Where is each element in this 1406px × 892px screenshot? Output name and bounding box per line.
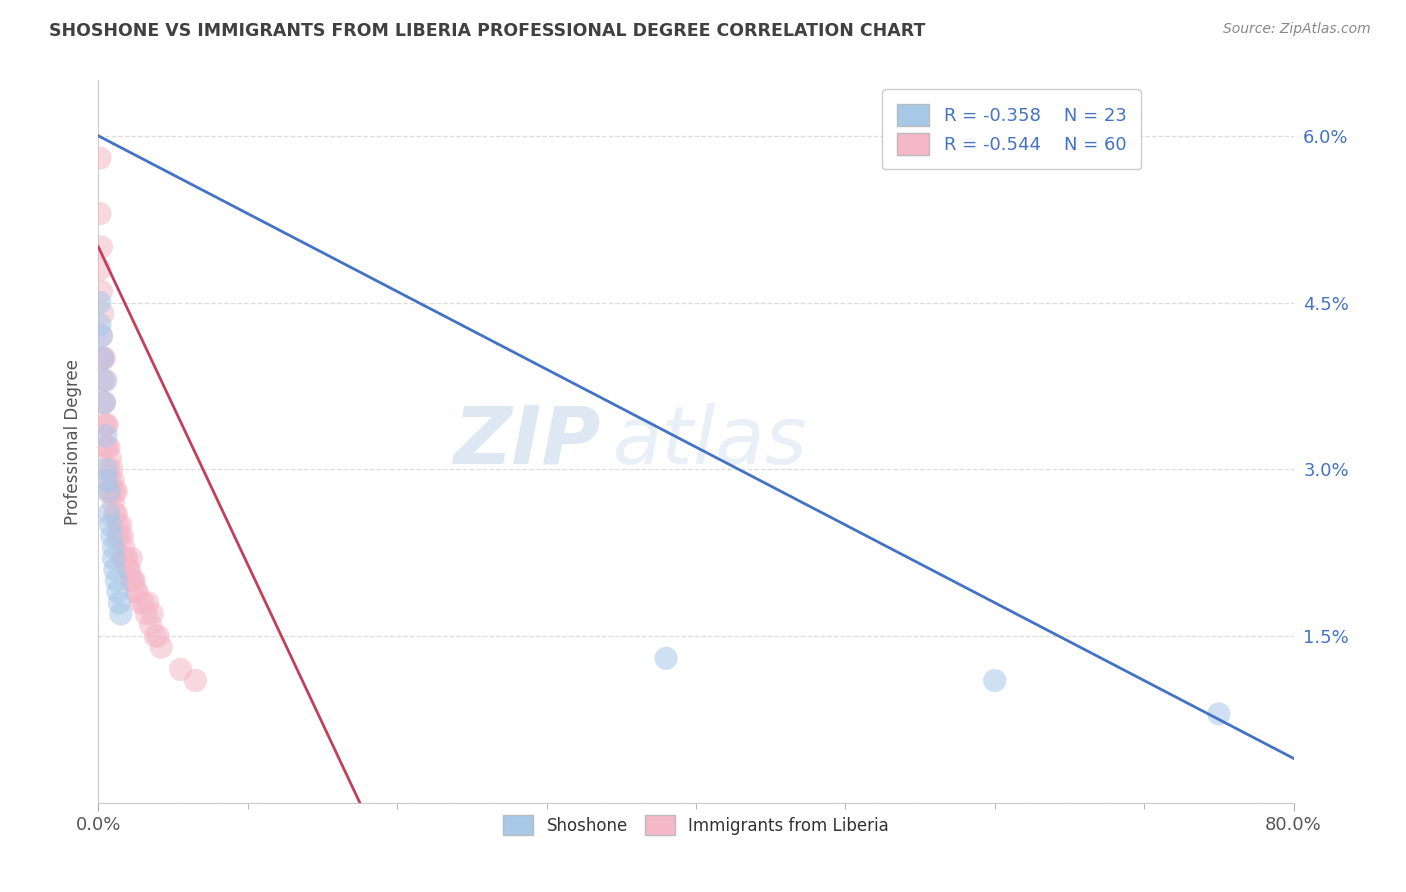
- Point: [110, 607, 132, 621]
- Point: [101, 484, 124, 499]
- Point: [107, 584, 129, 599]
- Point: [93, 417, 115, 432]
- Point: [97, 462, 120, 476]
- Point: [103, 551, 125, 566]
- Point: [101, 462, 124, 476]
- Point: [117, 562, 139, 576]
- Point: [143, 629, 166, 643]
- Point: [97, 440, 120, 454]
- Point: [98, 474, 122, 488]
- Point: [105, 484, 128, 499]
- Point: [97, 484, 120, 499]
- Point: [135, 607, 157, 621]
- Point: [108, 596, 131, 610]
- Point: [90, 240, 112, 254]
- Point: [1208, 706, 1230, 721]
- Point: [127, 584, 149, 599]
- Point: [129, 596, 152, 610]
- Point: [121, 574, 143, 588]
- Point: [111, 551, 134, 566]
- Point: [120, 551, 142, 566]
- Text: Source: ZipAtlas.com: Source: ZipAtlas.com: [1223, 22, 1371, 37]
- Point: [89, 207, 111, 221]
- Point: [91, 351, 114, 366]
- Point: [90, 351, 112, 366]
- Point: [101, 529, 124, 543]
- Point: [148, 629, 170, 643]
- Point: [89, 295, 111, 310]
- Point: [110, 517, 132, 532]
- Point: [96, 417, 118, 432]
- Point: [125, 584, 148, 599]
- Point: [96, 474, 118, 488]
- Point: [93, 395, 115, 409]
- Point: [93, 395, 115, 409]
- Point: [105, 507, 128, 521]
- Point: [93, 373, 115, 387]
- Point: [98, 517, 122, 532]
- Point: [655, 651, 678, 665]
- Point: [89, 151, 111, 165]
- Point: [115, 551, 138, 566]
- Text: SHOSHONE VS IMMIGRANTS FROM LIBERIA PROFESSIONAL DEGREE CORRELATION CHART: SHOSHONE VS IMMIGRANTS FROM LIBERIA PROF…: [49, 22, 925, 40]
- Point: [90, 285, 112, 299]
- Point: [94, 440, 117, 454]
- Point: [118, 562, 141, 576]
- Point: [97, 484, 120, 499]
- Point: [96, 440, 118, 454]
- Point: [132, 596, 155, 610]
- Point: [93, 351, 115, 366]
- Point: [90, 329, 112, 343]
- Point: [136, 596, 159, 610]
- Point: [108, 529, 131, 543]
- Point: [184, 673, 207, 688]
- Text: ZIP: ZIP: [453, 402, 600, 481]
- Point: [103, 496, 125, 510]
- Point: [141, 607, 163, 621]
- Point: [97, 507, 120, 521]
- Point: [103, 474, 125, 488]
- Point: [124, 574, 146, 588]
- Point: [105, 574, 128, 588]
- Point: [91, 351, 114, 366]
- Legend: Shoshone, Immigrants from Liberia: Shoshone, Immigrants from Liberia: [489, 802, 903, 848]
- Point: [89, 318, 111, 332]
- Point: [94, 462, 117, 476]
- Point: [104, 507, 127, 521]
- Point: [91, 373, 114, 387]
- Point: [103, 540, 125, 554]
- Point: [90, 329, 112, 343]
- Point: [139, 618, 162, 632]
- Point: [94, 417, 117, 432]
- Point: [107, 517, 129, 532]
- Point: [104, 562, 127, 576]
- Point: [150, 640, 173, 655]
- Point: [120, 574, 142, 588]
- Point: [169, 662, 191, 676]
- Point: [104, 484, 127, 499]
- Point: [94, 373, 117, 387]
- Point: [114, 551, 136, 566]
- Text: atlas: atlas: [613, 402, 807, 481]
- Point: [91, 307, 114, 321]
- Y-axis label: Professional Degree: Professional Degree: [65, 359, 83, 524]
- Point: [984, 673, 1007, 688]
- Point: [112, 540, 135, 554]
- Point: [107, 529, 129, 543]
- Point: [89, 262, 111, 277]
- Point: [98, 451, 122, 466]
- Point: [94, 429, 117, 443]
- Point: [111, 529, 134, 543]
- Point: [91, 395, 114, 409]
